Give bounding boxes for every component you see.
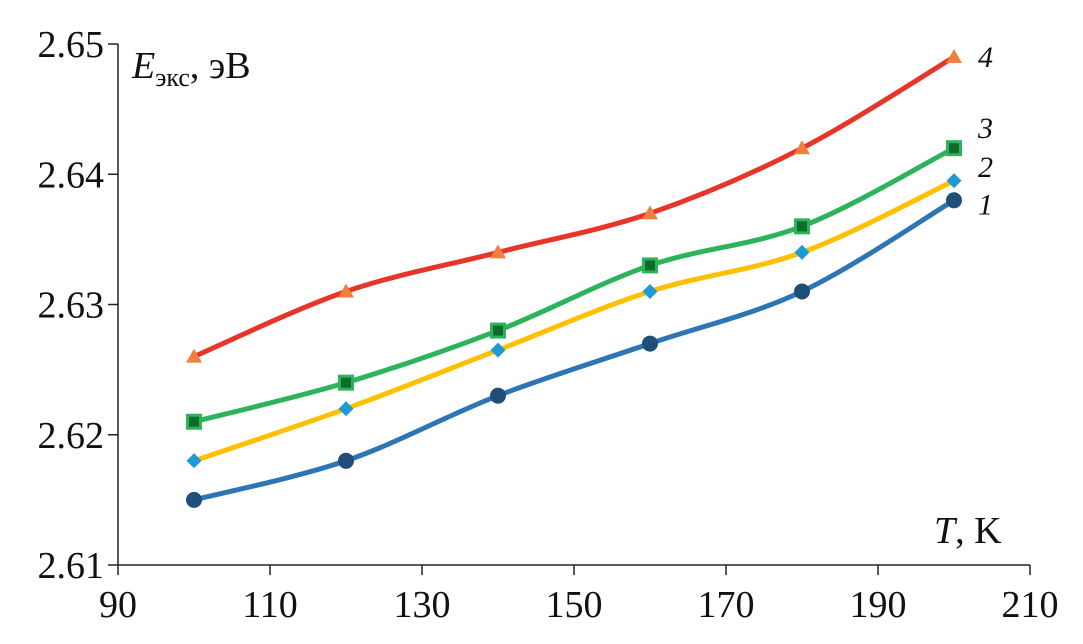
series-4: 4 xyxy=(186,41,993,363)
series-2-point xyxy=(338,401,354,417)
series-3-point xyxy=(490,322,506,339)
series-1-line xyxy=(191,197,957,503)
series-4-line xyxy=(191,54,957,360)
series-1-point xyxy=(946,192,962,209)
series-3: 3 xyxy=(186,112,993,430)
series-4-point xyxy=(338,283,354,298)
series-2-point xyxy=(794,244,810,260)
y-tick-label: 2.64 xyxy=(38,154,105,196)
series-3-point xyxy=(946,140,962,157)
series-2-point xyxy=(642,283,658,299)
y-tick-label: 2.63 xyxy=(38,285,105,327)
series-2-point xyxy=(946,173,962,189)
x-tick-label: 170 xyxy=(698,584,755,626)
series-2-line xyxy=(191,178,957,464)
x-tick-label: 190 xyxy=(850,584,907,626)
series-2-label: 2 xyxy=(978,151,993,184)
series-4-point xyxy=(186,348,202,363)
series-3-line xyxy=(191,145,957,425)
series-layer: 1 2 3 4 xyxy=(186,41,993,508)
series-3-point xyxy=(338,374,354,391)
series-1-point xyxy=(794,283,810,300)
series-2: 2 xyxy=(186,151,993,469)
y-tick-label: 2.65 xyxy=(38,24,105,66)
x-tick-label: 110 xyxy=(242,584,298,626)
x-tick-label: 210 xyxy=(1002,584,1059,626)
y-tick-label: 2.62 xyxy=(38,415,105,457)
series-1: 1 xyxy=(186,188,993,508)
series-2-point xyxy=(186,453,202,469)
series-1-point xyxy=(642,335,658,352)
y-axis-title-main: E xyxy=(131,45,155,87)
series-1-point xyxy=(490,387,506,404)
series-3-point xyxy=(186,413,202,430)
series-4-point xyxy=(642,205,658,220)
series-1-label: 1 xyxy=(978,188,993,221)
series-2-point xyxy=(490,342,506,358)
x-axis-title: T, K xyxy=(934,510,1002,552)
series-3-point xyxy=(794,218,810,235)
x-tick-label: 150 xyxy=(546,584,603,626)
x-tick-label: 90 xyxy=(99,584,137,626)
series-1-point xyxy=(338,452,354,469)
y-axis-title: Eэкс, эВ xyxy=(131,45,251,92)
series-4-point xyxy=(946,49,962,64)
series-3-label: 3 xyxy=(977,112,993,145)
series-1-point xyxy=(186,491,202,508)
y-tick-label: 2.61 xyxy=(38,545,105,587)
x-axis-title-unit: , K xyxy=(955,510,1002,552)
x-axis-title-main: T xyxy=(934,510,958,552)
ticks: 2.61 2.62 2.63 2.64 2.65 90 110 130 150 170 190 210 xyxy=(38,24,1059,626)
series-4-point xyxy=(490,244,506,259)
series-3-point xyxy=(642,257,658,274)
x-tick-label: 130 xyxy=(394,584,451,626)
y-axis-title-unit: , эВ xyxy=(190,45,251,87)
y-axis-title-sub: экс xyxy=(155,63,190,92)
axis-titles: Eэкс, эВ T, K xyxy=(131,45,1002,552)
series-4-label: 4 xyxy=(978,41,993,74)
series-4-point xyxy=(794,140,810,155)
